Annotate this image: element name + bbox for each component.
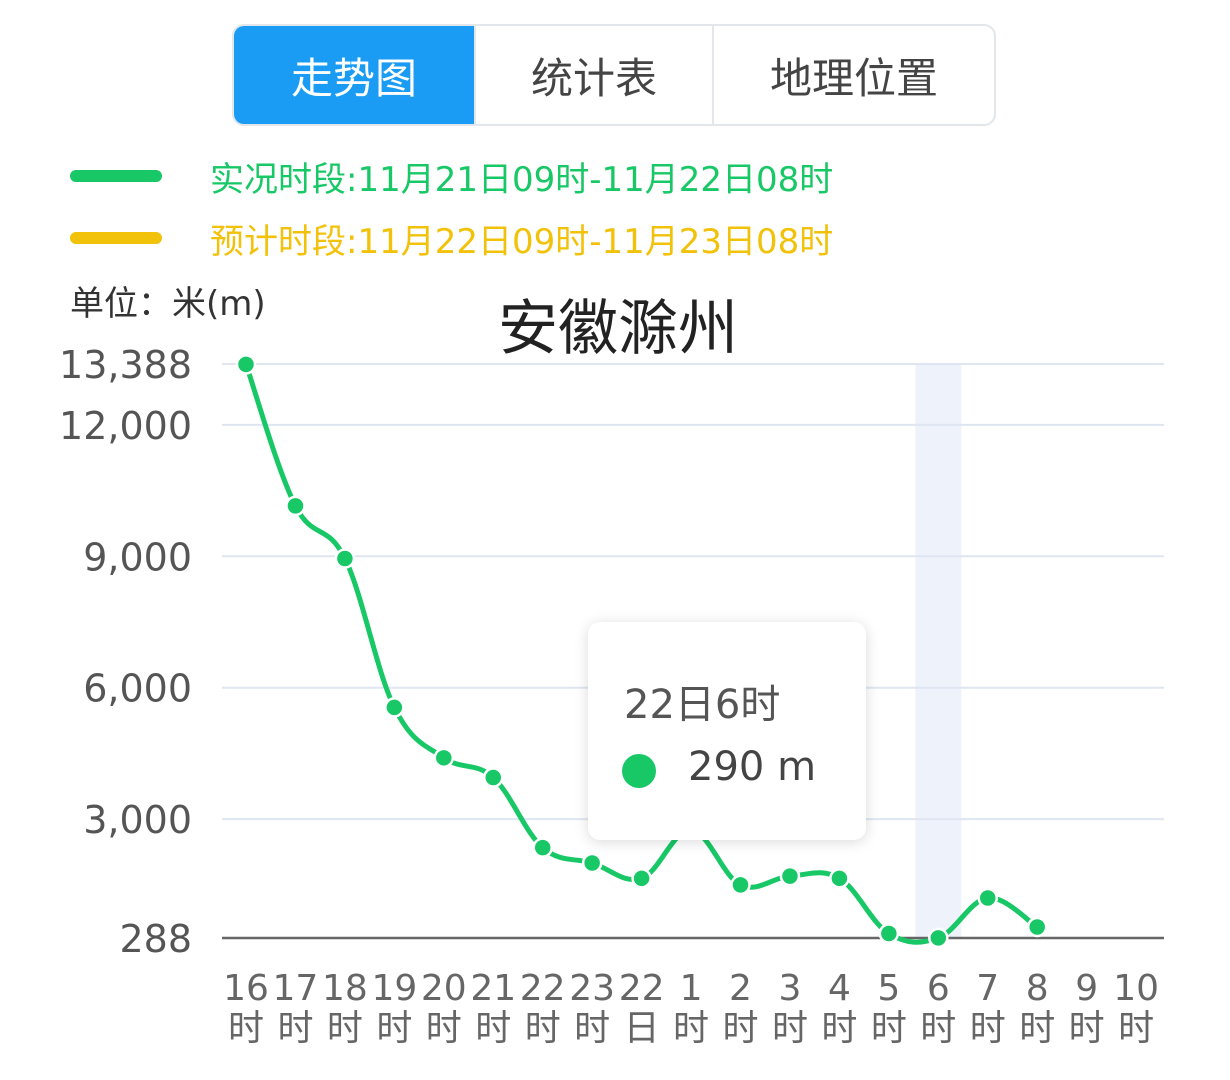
x-tick-label: 4 (828, 968, 851, 1009)
x-tick-label-unit: 时 (1019, 1008, 1055, 1049)
x-tick-label: 1 (680, 968, 703, 1009)
data-point (730, 874, 751, 896)
x-tick-label-unit: 时 (475, 1008, 511, 1049)
x-tick-label-unit: 时 (772, 1008, 808, 1049)
tooltip-value: 290 m (688, 744, 817, 790)
data-point (779, 865, 801, 887)
x-tick-label-unit: 时 (970, 1008, 1006, 1049)
x-tick-label: 2 (729, 968, 752, 1009)
data-point (384, 697, 405, 718)
y-tick-label: 12,000 (59, 404, 192, 448)
y-tick-label: 6,000 (83, 667, 192, 711)
x-tick-label: 8 (1026, 968, 1049, 1009)
x-tick-label: 9 (1075, 968, 1098, 1009)
unit-label: 单位：米(m) (70, 284, 266, 324)
x-tick-label-unit: 日 (624, 1008, 660, 1049)
x-tick-label-unit: 时 (574, 1008, 610, 1049)
x-tick-label-unit: 时 (376, 1008, 412, 1049)
hover-band (915, 364, 962, 938)
x-tick-label: 19 (371, 968, 417, 1009)
y-tick-label: 288 (119, 917, 192, 961)
legend-label-observed: 实况时段:11月21日09时-11月22日08时 (210, 159, 834, 200)
x-tick-label-unit: 时 (871, 1008, 907, 1049)
legend-forecast[interactable]: 预计时段:11月22日09时-11月23日08时 (70, 218, 833, 262)
x-tick-label: 20 (421, 968, 467, 1009)
tooltip-title: 22日6时 (624, 682, 781, 728)
x-tick-label: 7 (976, 968, 999, 1009)
x-tick-label-unit: 时 (525, 1008, 561, 1049)
x-tick-label-unit: 时 (673, 1008, 709, 1049)
data-point (581, 852, 603, 874)
x-tick-label: 23 (569, 968, 615, 1009)
data-point (631, 868, 652, 889)
data-point (285, 495, 306, 517)
legend-swatch-observed (70, 170, 162, 182)
x-tick-label: 22 (520, 968, 566, 1009)
x-tick-label: 3 (778, 968, 801, 1009)
x-tick-label: 5 (877, 968, 900, 1009)
tab-trend-chart[interactable]: 走势图 (234, 26, 476, 124)
legend-label-forecast: 预计时段:11月22日09时-11月23日08时 (210, 221, 834, 262)
data-point (235, 354, 257, 375)
data-point (928, 927, 949, 949)
x-tick-label: 16 (223, 968, 269, 1009)
x-tick-label-unit: 时 (426, 1008, 462, 1049)
data-point (483, 767, 504, 788)
x-tick-label-unit: 时 (327, 1008, 363, 1049)
x-tick-label-unit: 时 (1069, 1008, 1105, 1049)
tooltip-series-dot (622, 754, 656, 788)
x-tick-label: 6 (927, 968, 950, 1009)
x-tick-label: 17 (273, 968, 319, 1009)
x-tick-label: 18 (322, 968, 368, 1009)
view-tabs: 走势图 统计表 地理位置 (232, 24, 996, 126)
x-tick-label-unit: 时 (1118, 1008, 1154, 1049)
data-point (532, 837, 553, 858)
x-tick-label-unit: 时 (821, 1008, 857, 1049)
x-tick-label-unit: 时 (722, 1008, 758, 1049)
data-point (334, 548, 356, 569)
x-tick-label: 10 (1113, 968, 1159, 1009)
y-tick-label: 13,388 (59, 343, 192, 387)
data-point (829, 868, 850, 889)
x-tick-label-unit: 时 (228, 1008, 264, 1049)
x-tick-label-unit: 时 (920, 1008, 956, 1049)
data-point (433, 747, 455, 769)
y-tick-label: 9,000 (83, 535, 192, 579)
tab-geo-location[interactable]: 地理位置 (769, 53, 938, 103)
tab-statistics-table[interactable]: 统计表 (476, 26, 714, 124)
y-tick-label: 3,000 (83, 798, 192, 842)
data-tooltip: 22日6时 290 m (588, 622, 866, 840)
chart-title: 安徽滁州 (498, 294, 738, 364)
data-point (1026, 916, 1048, 938)
x-tick-label: 21 (470, 968, 516, 1009)
x-tick-label: 22 (619, 968, 665, 1009)
legend-observed[interactable]: 实况时段:11月21日09时-11月22日08时 (70, 156, 833, 200)
data-point (878, 923, 900, 944)
data-point (977, 887, 998, 909)
x-tick-label-unit: 时 (277, 1008, 313, 1049)
legend-swatch-forecast (70, 232, 162, 244)
